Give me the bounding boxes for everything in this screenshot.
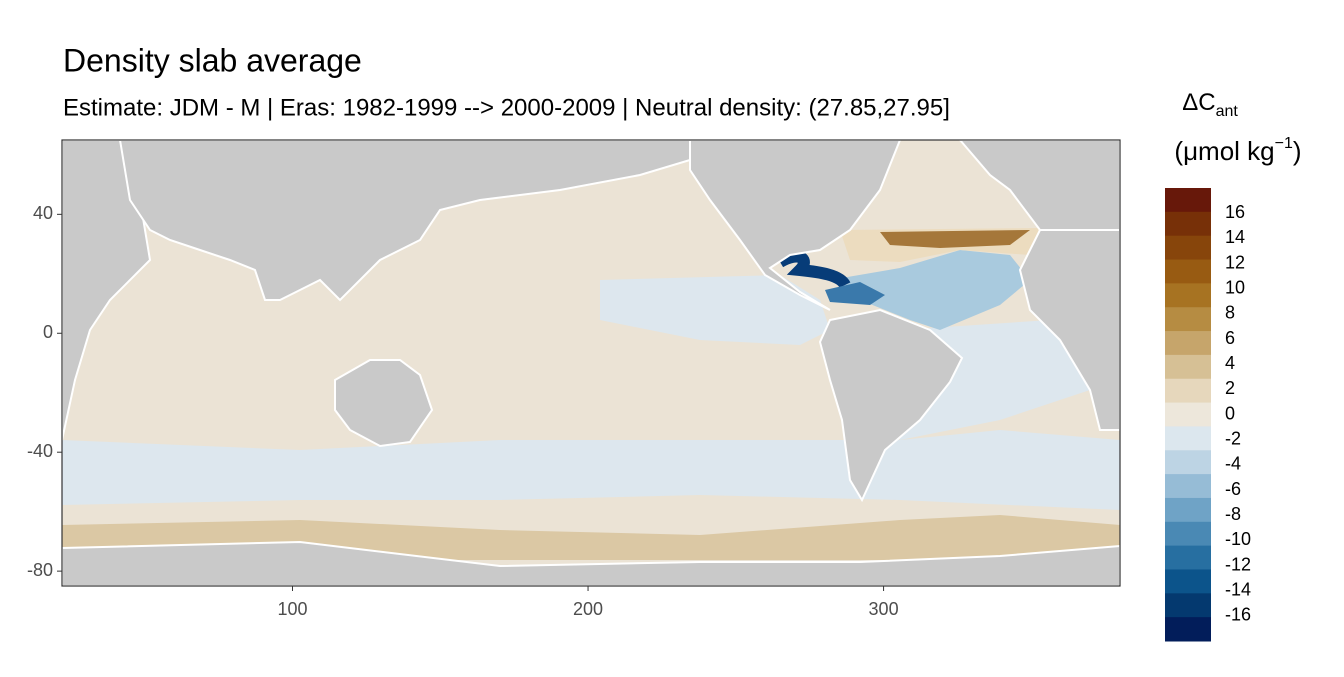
- legend-title-sub: ant: [1216, 103, 1239, 120]
- legend-label: 10: [1225, 277, 1245, 297]
- legend-label: -14: [1225, 579, 1251, 599]
- atlantic-brown: [880, 230, 1030, 248]
- legend-swatch: [1165, 331, 1211, 356]
- legend-swatch: [1165, 259, 1211, 284]
- x-tick-label: 200: [573, 599, 603, 619]
- land: [334, 359, 434, 448]
- legend-label: -4: [1225, 454, 1241, 474]
- caribbean-blue: [825, 282, 885, 305]
- legend-swatch: [1165, 474, 1211, 499]
- legend-swatch: [1165, 378, 1211, 404]
- chart-subtitle: Estimate: JDM - M | Eras: 1982-1999 --> …: [63, 94, 950, 121]
- legend-label: 6: [1225, 328, 1235, 348]
- legend-unit: (μmol kg−1): [1174, 135, 1301, 166]
- land: [689, 140, 902, 311]
- panel-border: [61, 139, 1121, 587]
- legend-title: ΔCant: [1182, 89, 1238, 120]
- legend-swatch: [1165, 235, 1211, 261]
- legend-label: 8: [1225, 303, 1235, 323]
- legend-label: 2: [1225, 378, 1235, 398]
- legend-label: 14: [1225, 227, 1245, 247]
- legend-swatch: [1165, 307, 1211, 332]
- legend-label: -8: [1225, 504, 1241, 524]
- legend-unit-end: ): [1293, 136, 1302, 166]
- map: [61, 139, 1121, 587]
- legend-label: -10: [1225, 529, 1251, 549]
- legend-label: 12: [1225, 252, 1245, 272]
- chart-title: Density slab average: [63, 42, 362, 78]
- legend-swatch: [1165, 426, 1211, 451]
- legend-swatch: [1165, 450, 1211, 475]
- land: [818, 308, 964, 503]
- y-tick-label: -40: [27, 441, 53, 461]
- legend-title-main: ΔC: [1182, 89, 1215, 116]
- legend-label: -12: [1225, 554, 1251, 574]
- legend-swatch: [1165, 402, 1211, 427]
- legend-label: -16: [1225, 605, 1251, 625]
- atlantic-blue: [830, 250, 1030, 330]
- legend-swatch: [1165, 188, 1211, 213]
- legend-label: 0: [1225, 403, 1235, 423]
- legend-label: -2: [1225, 428, 1241, 448]
- land: [1018, 229, 1120, 431]
- legend-swatch: [1165, 569, 1211, 594]
- land: [118, 140, 691, 302]
- legend-swatch: [1165, 211, 1211, 237]
- legend-swatch: [1165, 545, 1211, 570]
- legend-label: 4: [1225, 353, 1235, 373]
- legend-swatch: [1165, 521, 1211, 547]
- legend-swatch: [1165, 593, 1211, 618]
- y-tick-label: -80: [27, 560, 53, 580]
- legend: ΔCant (μmol kg−1) 16 14 12 10 8 6 4 2 0 -2 -4 -6 -8 -…: [1165, 89, 1302, 642]
- legend-swatch: [1165, 617, 1211, 642]
- land: [62, 540, 1120, 586]
- legend-label: -6: [1225, 479, 1241, 499]
- y-tick-label: 40: [33, 203, 53, 223]
- x-tick-label: 300: [869, 599, 899, 619]
- legend-swatch: [1165, 283, 1211, 308]
- legend-swatch: [1165, 497, 1211, 523]
- legend-swatch: [1165, 354, 1211, 380]
- x-tick-label: 100: [277, 599, 307, 619]
- pacific-patch: [600, 275, 830, 345]
- legend-unit-sup: −1: [1275, 135, 1293, 152]
- gulf-blue: [776, 250, 851, 289]
- legend-unit-main: (μmol kg: [1174, 136, 1274, 166]
- legend-label: 16: [1225, 202, 1245, 222]
- y-tick-label: 0: [43, 322, 53, 342]
